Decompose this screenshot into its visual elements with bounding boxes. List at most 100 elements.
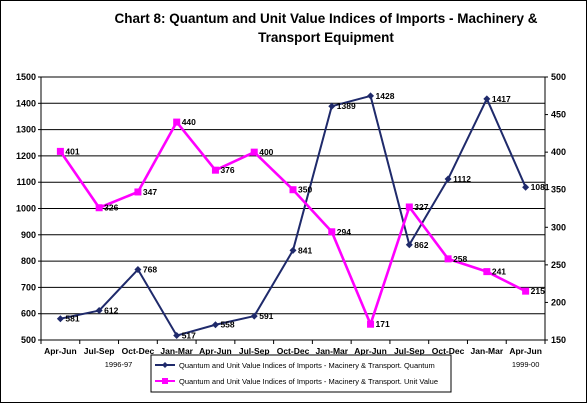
- y-right-tick-label: 200: [551, 297, 566, 307]
- x-tick-label: Jul-Sep: [239, 346, 270, 356]
- data-point-marker: [134, 188, 142, 196]
- series-line: [60, 94, 527, 337]
- x-tick-label: Apr-Jun: [354, 346, 387, 356]
- x-tick-label: Apr-Jun: [509, 346, 542, 356]
- y-right-tick-label: 350: [551, 185, 566, 195]
- x-tick-label: Oct-Dec: [432, 346, 465, 356]
- data-label: 294: [337, 227, 351, 237]
- data-point-marker: [173, 118, 181, 126]
- data-label: 258: [453, 254, 467, 264]
- x-tick-label: Jul-Sep: [84, 346, 115, 356]
- data-label: 612: [104, 306, 118, 316]
- y-left-tick-label: 800: [21, 256, 36, 266]
- x-tick-label: Apr-Jun: [44, 346, 77, 356]
- y-left-tick-label: 700: [21, 282, 36, 292]
- y-left-tick-label: 1000: [16, 204, 36, 214]
- data-point-marker: [250, 148, 258, 156]
- data-label: 171: [376, 319, 390, 329]
- y-right-tick-label: 450: [551, 110, 566, 120]
- series-layer: [56, 92, 530, 340]
- data-point-marker: [328, 228, 336, 236]
- data-label: 1112: [453, 174, 471, 184]
- data-label: 768: [143, 265, 157, 275]
- data-label: 1417: [492, 94, 511, 104]
- data-point-marker: [405, 203, 413, 211]
- data-label: 350: [298, 185, 312, 195]
- data-point-marker: [56, 315, 64, 323]
- y-right-tick-label: 500: [551, 72, 566, 82]
- y-left-tick-label: 1200: [16, 151, 36, 161]
- data-point-marker: [250, 312, 258, 320]
- data-label: 1081: [531, 182, 550, 192]
- data-point-marker: [134, 266, 142, 274]
- x-tick-label: Jan-Mar: [315, 346, 348, 356]
- chart-title-line1: Chart 8: Quantum and Unit Value Indices …: [114, 11, 537, 26]
- x-tick-label: Oct-Dec: [277, 346, 310, 356]
- data-label: 862: [414, 240, 428, 250]
- gridlines: [41, 76, 545, 341]
- data-label: 347: [143, 187, 157, 197]
- data-point-marker: [444, 255, 452, 263]
- legend-swatch-marker: [162, 378, 168, 384]
- data-label: 1428: [376, 91, 395, 101]
- y-left-tick-label: 1500: [16, 72, 36, 82]
- y-right-tick-label: 150: [551, 335, 566, 345]
- series-line: [59, 120, 527, 326]
- data-point-marker: [522, 183, 530, 191]
- data-point-marker: [405, 241, 413, 249]
- data-label: 440: [182, 117, 196, 127]
- data-label: 1389: [337, 101, 356, 111]
- data-point-marker: [367, 320, 375, 328]
- y-left-tick-label: 1300: [16, 125, 36, 135]
- data-point-marker: [367, 92, 375, 100]
- data-label: 841: [298, 245, 312, 255]
- data-label: 215: [531, 286, 545, 296]
- data-point-marker: [289, 246, 297, 254]
- data-point-marker: [522, 287, 530, 295]
- data-point-marker: [328, 102, 336, 110]
- y-right-tick-label: 300: [551, 222, 566, 232]
- data-point-marker: [483, 95, 491, 103]
- legend-swatch-marker: [162, 362, 168, 368]
- axes: 500 600 700 800 900 1000 1100 1200 1300 1400 1500 1…: [16, 72, 566, 369]
- data-point-marker: [211, 321, 219, 329]
- y-left-tick-label: 1100: [16, 177, 36, 187]
- x-tick-label: Jul-Sep: [394, 346, 425, 356]
- data-label: 591: [259, 311, 273, 321]
- data-point-marker: [95, 307, 103, 315]
- y-left-tick-label: 900: [21, 230, 36, 240]
- data-label: 376: [220, 165, 234, 175]
- x-group-label: 1999-00: [512, 360, 540, 369]
- data-point-marker: [95, 204, 103, 212]
- legend-entry-label: Quantum and Unit Value Indices of Import…: [179, 377, 438, 386]
- data-point-marker: [444, 175, 452, 183]
- y-left-tick-label: 500: [21, 335, 36, 345]
- data-label: 581: [65, 314, 79, 324]
- x-tick-label: Jan-Mar: [471, 346, 504, 356]
- data-point-marker: [211, 166, 219, 174]
- data-labels: 581 612 768 517 558 591 841 1389 1428 862 1112 1417…: [65, 91, 549, 341]
- x-group-label: 1996-97: [105, 360, 133, 369]
- data-point-marker: [173, 332, 181, 340]
- data-label: 401: [65, 146, 79, 156]
- y-right-tick-label: 250: [551, 260, 566, 270]
- legend-entry-label: Quantum and Unit Value Indices of Import…: [179, 361, 435, 370]
- y-left-tick-label: 600: [21, 309, 36, 319]
- y-right-tick-label: 400: [551, 147, 566, 157]
- data-point-marker: [483, 268, 491, 276]
- data-point-marker: [289, 186, 297, 194]
- data-label: 241: [492, 267, 506, 277]
- data-label: 558: [220, 320, 234, 330]
- x-tick-label: Apr-Jun: [199, 346, 232, 356]
- legend: Quantum and Unit Value Indices of Import…: [150, 354, 452, 393]
- x-tick-label: Oct-Dec: [122, 346, 155, 356]
- data-label: 326: [104, 203, 118, 213]
- chart-title-line2: Transport Equipment: [258, 30, 394, 45]
- data-point-marker: [56, 147, 64, 155]
- legend-box: [150, 354, 452, 393]
- data-label: 400: [259, 147, 273, 157]
- data-label: 327: [414, 202, 428, 212]
- data-label: 517: [182, 331, 196, 341]
